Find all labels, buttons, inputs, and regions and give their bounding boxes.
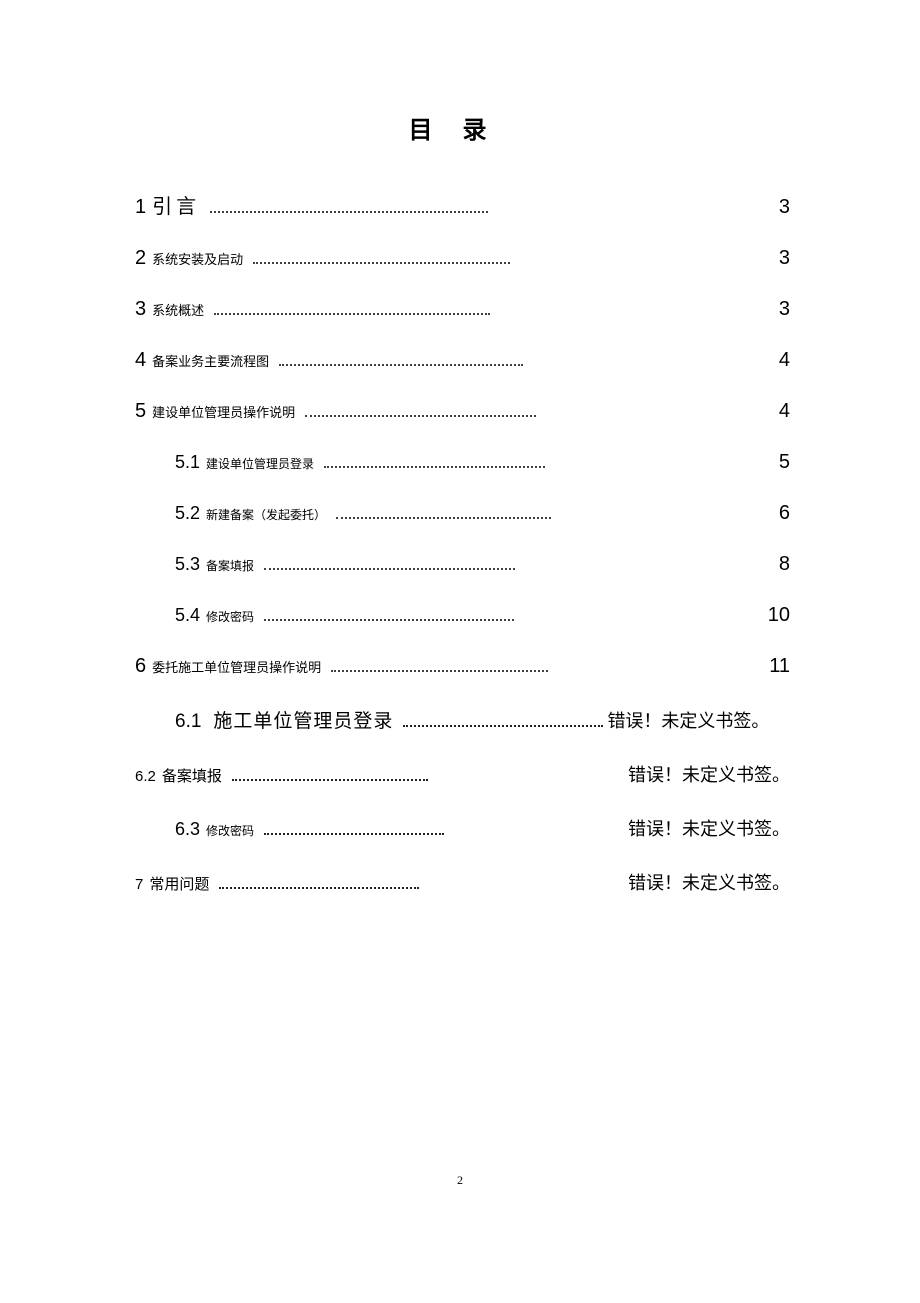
leader-dots bbox=[219, 887, 419, 889]
entry-number: 3 bbox=[135, 298, 146, 321]
leader-dots bbox=[264, 619, 514, 621]
entry-label: 建设单位管理员登录 bbox=[206, 455, 314, 472]
page-content: 目录 1 引言 3 2 系统安装及启动 3 3 系统概述 3 4 备案业务主要流程图 4 5 建设单位管理… bbox=[0, 0, 920, 895]
toc-title: 目录 bbox=[135, 110, 790, 145]
entry-label: 系统安装及启动 bbox=[152, 249, 243, 268]
leader-dots bbox=[336, 517, 551, 519]
leader-dots bbox=[305, 415, 535, 417]
error-bookmark: 错误！未定义书签。 bbox=[628, 869, 790, 895]
entry-label: 备案业务主要流程图 bbox=[152, 351, 269, 370]
entry-number: 5.1 bbox=[175, 452, 200, 473]
toc-entry: 1 引言 3 bbox=[135, 190, 790, 219]
error-bookmark: 错误！未定义书签。 bbox=[628, 815, 790, 841]
entry-label: 常用问题 bbox=[149, 873, 209, 894]
toc-entry: 5.3 备案填报 8 bbox=[135, 553, 790, 576]
entry-page: 3 bbox=[770, 196, 790, 219]
entry-page: 4 bbox=[770, 349, 790, 372]
error-bookmark: 错误！未定义书签。 bbox=[628, 761, 790, 787]
entry-label: 系统概述 bbox=[152, 300, 204, 319]
entry-label: 备案填报 bbox=[206, 557, 254, 574]
entry-number: 1 bbox=[135, 196, 146, 219]
entry-page: 11 bbox=[769, 655, 790, 678]
entry-page: 10 bbox=[768, 604, 790, 627]
toc-entry: 5 建设单位管理员操作说明 4 bbox=[135, 400, 790, 423]
toc-entry-6-3: 6.3 修改密码 错误！未定义书签。 bbox=[135, 815, 790, 841]
entry-label: 引言 bbox=[152, 190, 200, 219]
toc-entry: 5.2 新建备案（发起委托） 6 bbox=[135, 502, 790, 525]
entry-number: 6.1 bbox=[175, 711, 201, 733]
entry-label: 施工单位管理员登录 bbox=[213, 706, 393, 733]
toc-entry: 2 系统安装及启动 3 bbox=[135, 247, 790, 270]
entry-page: 3 bbox=[770, 247, 790, 270]
toc-list: 1 引言 3 2 系统安装及启动 3 3 系统概述 3 4 备案业务主要流程图 4 5 建设单位管理员操作… bbox=[135, 190, 790, 678]
entry-number: 5.3 bbox=[175, 554, 200, 575]
entry-number: 6 bbox=[135, 655, 146, 678]
toc-entry: 3 系统概述 3 bbox=[135, 298, 790, 321]
leader-dots bbox=[403, 725, 603, 727]
entry-label: 备案填报 bbox=[162, 765, 222, 786]
toc-entry-6-1: 6.1 施工单位管理员登录 错误！未定义书签。 bbox=[135, 706, 790, 733]
entry-number: 2 bbox=[135, 247, 146, 270]
toc-entry-7: 7 常用问题 错误！未定义书签。 bbox=[135, 869, 790, 895]
leader-dots bbox=[324, 466, 545, 468]
toc-entry: 5.1 建设单位管理员登录 5 bbox=[135, 451, 790, 474]
toc-entry-6-2: 6.2 备案填报 错误！未定义书签。 bbox=[135, 761, 790, 787]
leader-dots bbox=[331, 670, 548, 672]
entry-number: 5.2 bbox=[175, 503, 200, 524]
leader-dots bbox=[279, 364, 522, 366]
entry-label: 建设单位管理员操作说明 bbox=[152, 402, 295, 421]
leader-dots bbox=[232, 779, 428, 781]
leader-dots bbox=[264, 833, 444, 835]
entry-number: 4 bbox=[135, 349, 146, 372]
entry-number: 6.3 bbox=[175, 819, 200, 840]
leader-dots bbox=[210, 211, 488, 213]
entry-page: 3 bbox=[770, 298, 790, 321]
entry-number: 6.2 bbox=[135, 768, 156, 785]
entry-number: 5.4 bbox=[175, 605, 200, 626]
entry-label: 委托施工单位管理员操作说明 bbox=[152, 657, 321, 676]
toc-entry: 6 委托施工单位管理员操作说明 11 bbox=[135, 655, 790, 678]
error-bookmark: 错误！未定义书签。 bbox=[607, 707, 769, 733]
entry-page: 6 bbox=[770, 502, 790, 525]
entry-label: 新建备案（发起委托） bbox=[206, 506, 326, 523]
leader-dots bbox=[253, 262, 509, 264]
entry-number: 7 bbox=[135, 876, 143, 893]
entry-label: 修改密码 bbox=[206, 608, 254, 625]
entry-label: 修改密码 bbox=[206, 822, 254, 839]
toc-entry: 4 备案业务主要流程图 4 bbox=[135, 349, 790, 372]
page-number: 2 bbox=[0, 1173, 920, 1188]
leader-dots bbox=[264, 568, 515, 570]
entry-page: 8 bbox=[770, 553, 790, 576]
entry-page: 5 bbox=[770, 451, 790, 474]
toc-entry: 5.4 修改密码 10 bbox=[135, 604, 790, 627]
entry-page: 4 bbox=[770, 400, 790, 423]
entry-number: 5 bbox=[135, 400, 146, 423]
leader-dots bbox=[214, 313, 490, 315]
